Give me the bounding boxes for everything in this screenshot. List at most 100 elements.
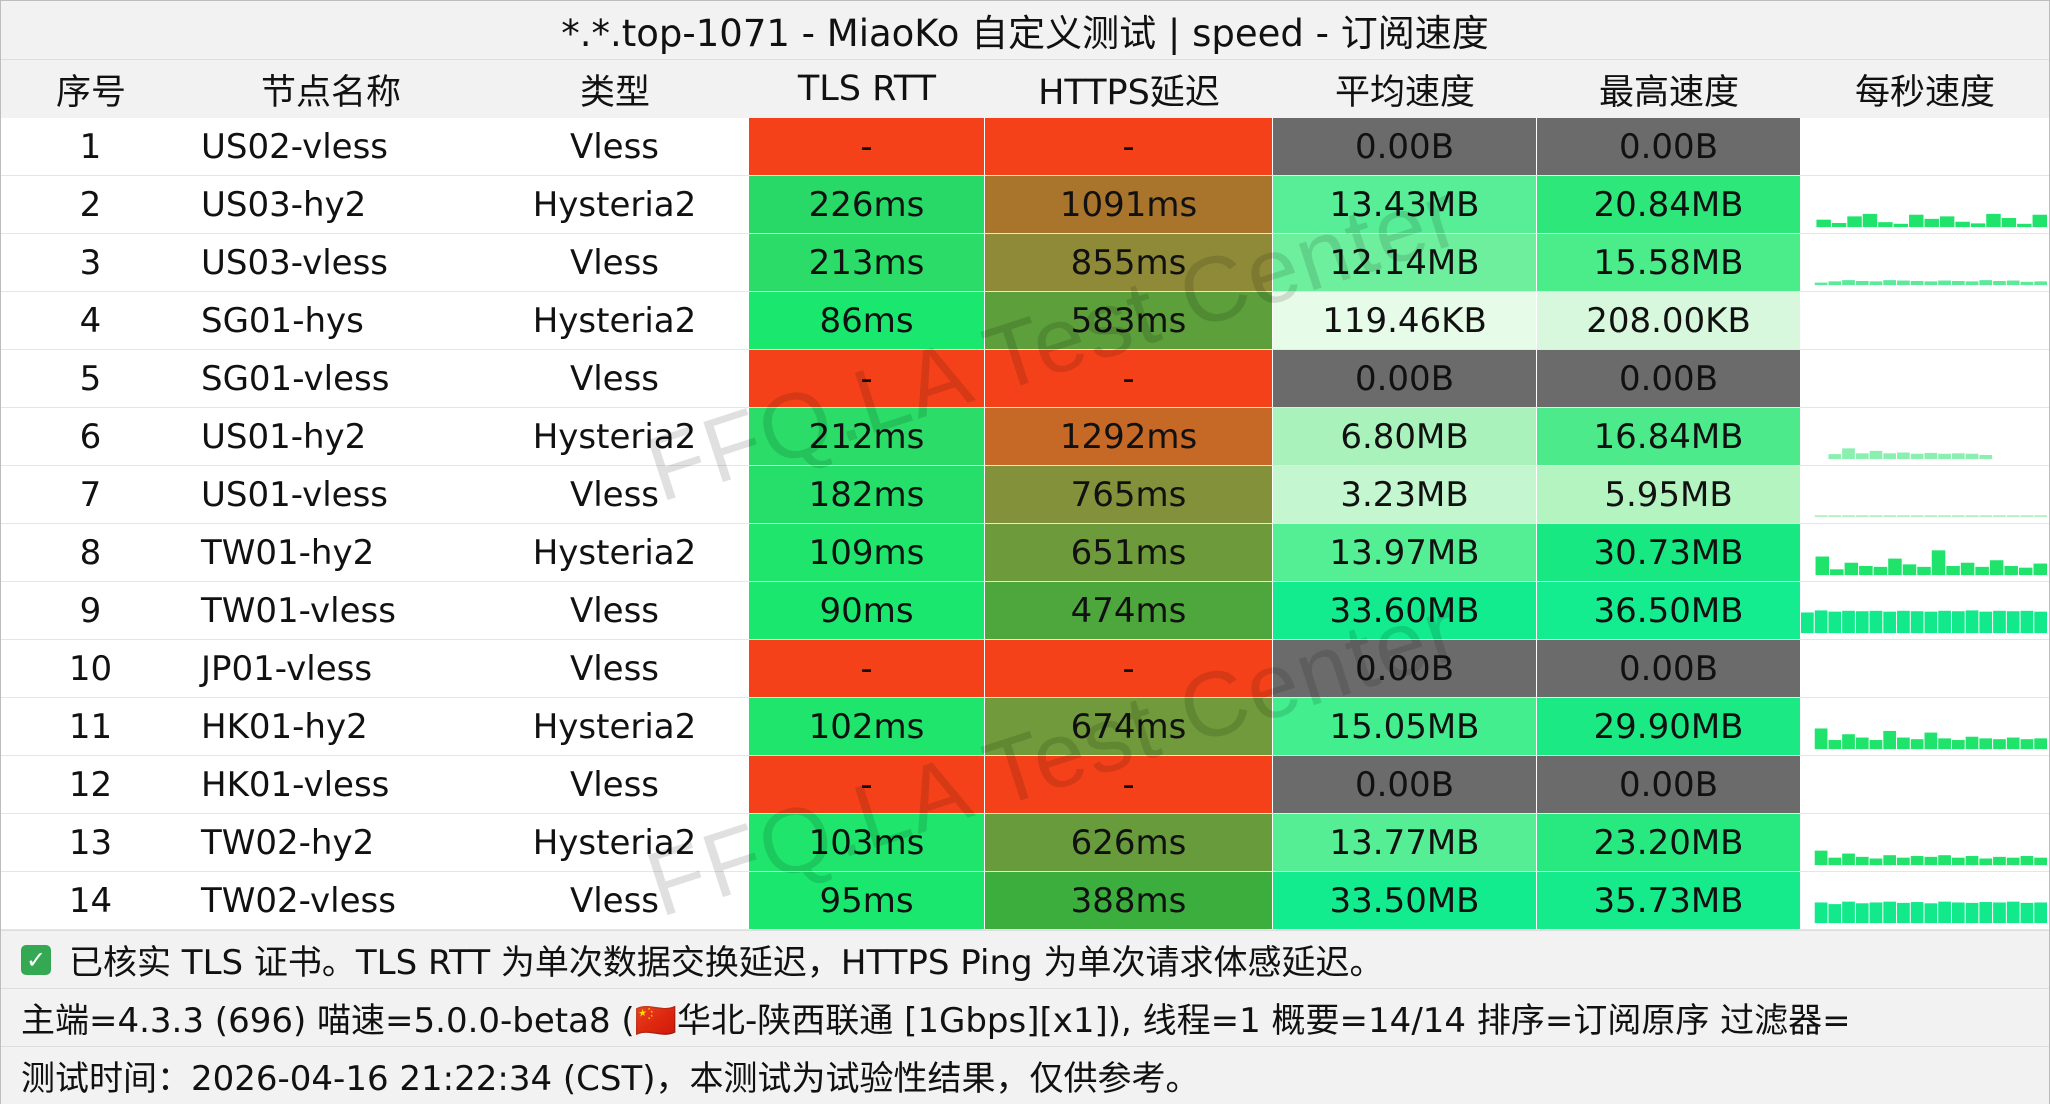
header-node-name: 节点名称 xyxy=(260,72,401,113)
max-speed-cell: 23.20MB xyxy=(1537,814,1801,871)
tls-certificate-note: ✓ 已核实 TLS 证书。TLS RTT 为单次数据交换延迟，HTTPS Pin… xyxy=(1,930,2049,988)
max-speed-cell: 30.73MB xyxy=(1537,524,1801,581)
tls-rtt-cell: 95ms xyxy=(749,872,985,929)
speed-bar xyxy=(1814,282,1828,286)
speed-bar xyxy=(1814,728,1828,750)
speed-bar xyxy=(1893,223,1909,228)
speed-bar xyxy=(1897,515,1910,518)
speed-bar xyxy=(1883,611,1897,634)
speed-bar xyxy=(1924,611,1938,634)
tls-rtt-cell: 109ms xyxy=(749,524,985,581)
node-type: Hysteria2 xyxy=(481,292,749,349)
tls-rtt-cell: 213ms xyxy=(749,234,985,291)
average-speed-cell: 0.00B xyxy=(1273,350,1537,407)
https-latency-cell: - xyxy=(985,640,1273,697)
speed-bar xyxy=(1938,515,1951,518)
average-speed-cell: 33.60MB xyxy=(1273,582,1537,639)
node-name: TW01-hy2 xyxy=(181,524,481,581)
speed-bar xyxy=(1924,452,1938,460)
speed-bar xyxy=(1986,213,2001,228)
speed-sparkline xyxy=(1801,292,2048,349)
speed-bar xyxy=(1842,280,1855,286)
node-name: US01-hy2 xyxy=(181,408,481,465)
table-row: 9 TW01-vless Vless 90ms 474ms 33.60MB 36… xyxy=(1,582,2049,640)
tls-rtt-cell: - xyxy=(749,640,985,697)
speed-bar xyxy=(1897,737,1910,750)
tls-rtt-cell: 103ms xyxy=(749,814,985,871)
speed-bar xyxy=(2006,611,2020,634)
speed-bar xyxy=(1910,856,1924,866)
node-type: Hysteria2 xyxy=(481,814,749,871)
speed-bar xyxy=(1993,902,2006,924)
speed-sparkline xyxy=(1814,515,2048,518)
speed-sparkline xyxy=(1814,901,2048,924)
per-second-speed-chart xyxy=(1801,292,2049,349)
max-speed-cell: 36.50MB xyxy=(1537,582,1801,639)
speed-bar xyxy=(1924,281,1938,286)
speed-sparkline xyxy=(1815,550,2048,576)
node-name: SG01-hys xyxy=(181,292,481,349)
node-name: HK01-vless xyxy=(181,756,481,813)
speed-bar xyxy=(1862,213,1878,228)
speed-bar xyxy=(1993,739,2006,750)
https-latency-cell: 626ms xyxy=(985,814,1273,871)
https-latency-cell: - xyxy=(985,756,1273,813)
speed-bar xyxy=(1847,216,1862,228)
speed-bar xyxy=(1801,612,1814,634)
tls-note-text: 已核实 TLS 证书。TLS RTT 为单次数据交换延迟，HTTPS Ping … xyxy=(69,943,1384,983)
https-latency-cell: 855ms xyxy=(985,234,1273,291)
speed-bar xyxy=(1951,280,1965,286)
row-index: 12 xyxy=(1,756,181,813)
max-speed-cell: 208.00KB xyxy=(1537,292,1801,349)
per-second-speed-chart xyxy=(1801,118,2049,175)
average-speed-cell: 13.43MB xyxy=(1273,176,1537,233)
speed-bar xyxy=(1883,901,1897,924)
speed-bar xyxy=(1816,219,1831,228)
test-time-line: 测试时间：2026-04-16 21:22:34 (CST)，本测试为试验性结果… xyxy=(1,1046,2049,1104)
row-index: 9 xyxy=(1,582,181,639)
average-speed-cell: 0.00B xyxy=(1273,640,1537,697)
row-index: 3 xyxy=(1,234,181,291)
https-latency-cell: - xyxy=(985,118,1273,175)
speed-bar xyxy=(2034,515,2048,518)
speed-bar xyxy=(2006,280,2020,286)
speed-bar xyxy=(1844,562,1859,576)
speed-bar xyxy=(2018,567,2033,576)
node-name: US03-hy2 xyxy=(181,176,481,233)
speed-bar xyxy=(2034,738,2048,750)
speed-bar xyxy=(1842,853,1855,866)
node-type: Vless xyxy=(481,350,749,407)
table-row: 14 TW02-vless Vless 95ms 388ms 33.50MB 3… xyxy=(1,872,2049,930)
https-latency-cell: 583ms xyxy=(985,292,1273,349)
https-latency-cell: 674ms xyxy=(985,698,1273,755)
per-second-speed-chart xyxy=(1801,814,2049,871)
speed-bar xyxy=(1924,856,1938,866)
speed-bar xyxy=(1965,515,1979,518)
speed-bar xyxy=(2020,739,2034,750)
speed-bar xyxy=(1938,738,1951,750)
speed-bar xyxy=(1831,222,1847,228)
speed-bar xyxy=(1924,903,1938,924)
speed-bar xyxy=(2020,281,2034,286)
per-second-speed-chart xyxy=(1801,698,2049,755)
speed-bar xyxy=(1873,566,1888,576)
per-second-speed-chart xyxy=(1801,234,2049,291)
speed-bar xyxy=(2034,281,2048,286)
header-tls-rtt: TLS RTT xyxy=(797,69,937,109)
speed-bar xyxy=(1855,515,1869,518)
per-second-speed-chart xyxy=(1801,408,2049,465)
table-row: 10 JP01-vless Vless - - 0.00B 0.00B xyxy=(1,640,2049,698)
tls-rtt-cell: 182ms xyxy=(749,466,985,523)
header-index: 序号 xyxy=(55,72,126,113)
node-name: TW02-hy2 xyxy=(181,814,481,871)
speed-bar xyxy=(2020,515,2034,518)
node-type: Vless xyxy=(481,466,749,523)
average-speed-cell: 6.80MB xyxy=(1273,408,1537,465)
per-second-speed-chart xyxy=(1801,582,2049,639)
checkmark-icon: ✓ xyxy=(21,944,51,975)
speed-bar xyxy=(1855,856,1869,866)
speed-bar xyxy=(1910,515,1924,518)
row-index: 6 xyxy=(1,408,181,465)
node-name: US03-vless xyxy=(181,234,481,291)
speed-bar xyxy=(1830,569,1844,576)
